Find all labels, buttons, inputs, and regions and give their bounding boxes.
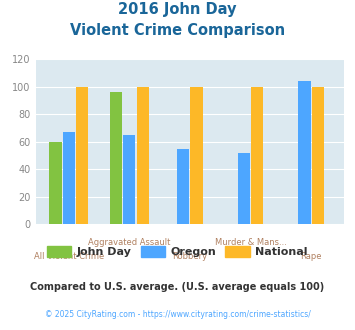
- Bar: [76, 87, 88, 224]
- Text: Aggravated Assault: Aggravated Assault: [88, 238, 170, 247]
- Bar: [312, 87, 324, 224]
- Text: Rape: Rape: [300, 252, 322, 261]
- Bar: [110, 92, 122, 224]
- Bar: [137, 87, 149, 224]
- Bar: [191, 87, 203, 224]
- Text: Compared to U.S. average. (U.S. average equals 100): Compared to U.S. average. (U.S. average …: [31, 282, 324, 292]
- Text: Robbery: Robbery: [173, 252, 207, 261]
- Bar: [251, 87, 263, 224]
- Bar: [49, 142, 62, 224]
- Bar: [63, 132, 75, 224]
- Bar: [177, 149, 189, 224]
- Text: Violent Crime Comparison: Violent Crime Comparison: [70, 23, 285, 38]
- Text: Murder & Mans...: Murder & Mans...: [214, 238, 286, 247]
- Legend: John Day, Oregon, National: John Day, Oregon, National: [43, 242, 312, 261]
- Bar: [238, 153, 250, 224]
- Bar: [123, 135, 136, 224]
- Text: © 2025 CityRating.com - https://www.cityrating.com/crime-statistics/: © 2025 CityRating.com - https://www.city…: [45, 310, 310, 319]
- Bar: [298, 82, 311, 224]
- Text: 2016 John Day: 2016 John Day: [118, 2, 237, 16]
- Text: All Violent Crime: All Violent Crime: [34, 252, 104, 261]
